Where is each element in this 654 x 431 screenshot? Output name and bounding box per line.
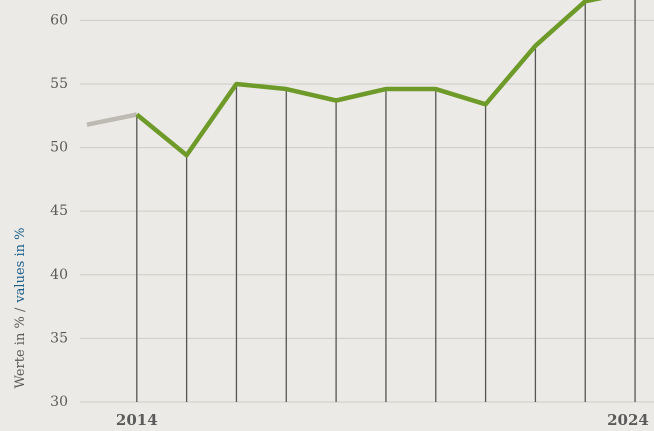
x-tick-label: 2014: [116, 411, 158, 429]
y-tick-label: 45: [50, 203, 68, 219]
y-tick-label: 35: [50, 330, 68, 346]
y-label-de: Werte in % /: [13, 307, 28, 388]
plot-area: [86, 0, 636, 402]
y-tick-label: 60: [50, 12, 68, 28]
y-tick-label: 50: [50, 140, 68, 156]
y-tick-label: 30: [50, 394, 68, 410]
line: [135, 0, 603, 158]
y-tick-label: 40: [50, 267, 68, 283]
y-label-en: values in %: [13, 228, 28, 304]
line: [86, 112, 138, 127]
y-tick-label: 55: [50, 76, 68, 92]
x-tick-label: 2024: [607, 411, 649, 429]
y-axis-label: Werte in % / values in %: [13, 228, 28, 389]
